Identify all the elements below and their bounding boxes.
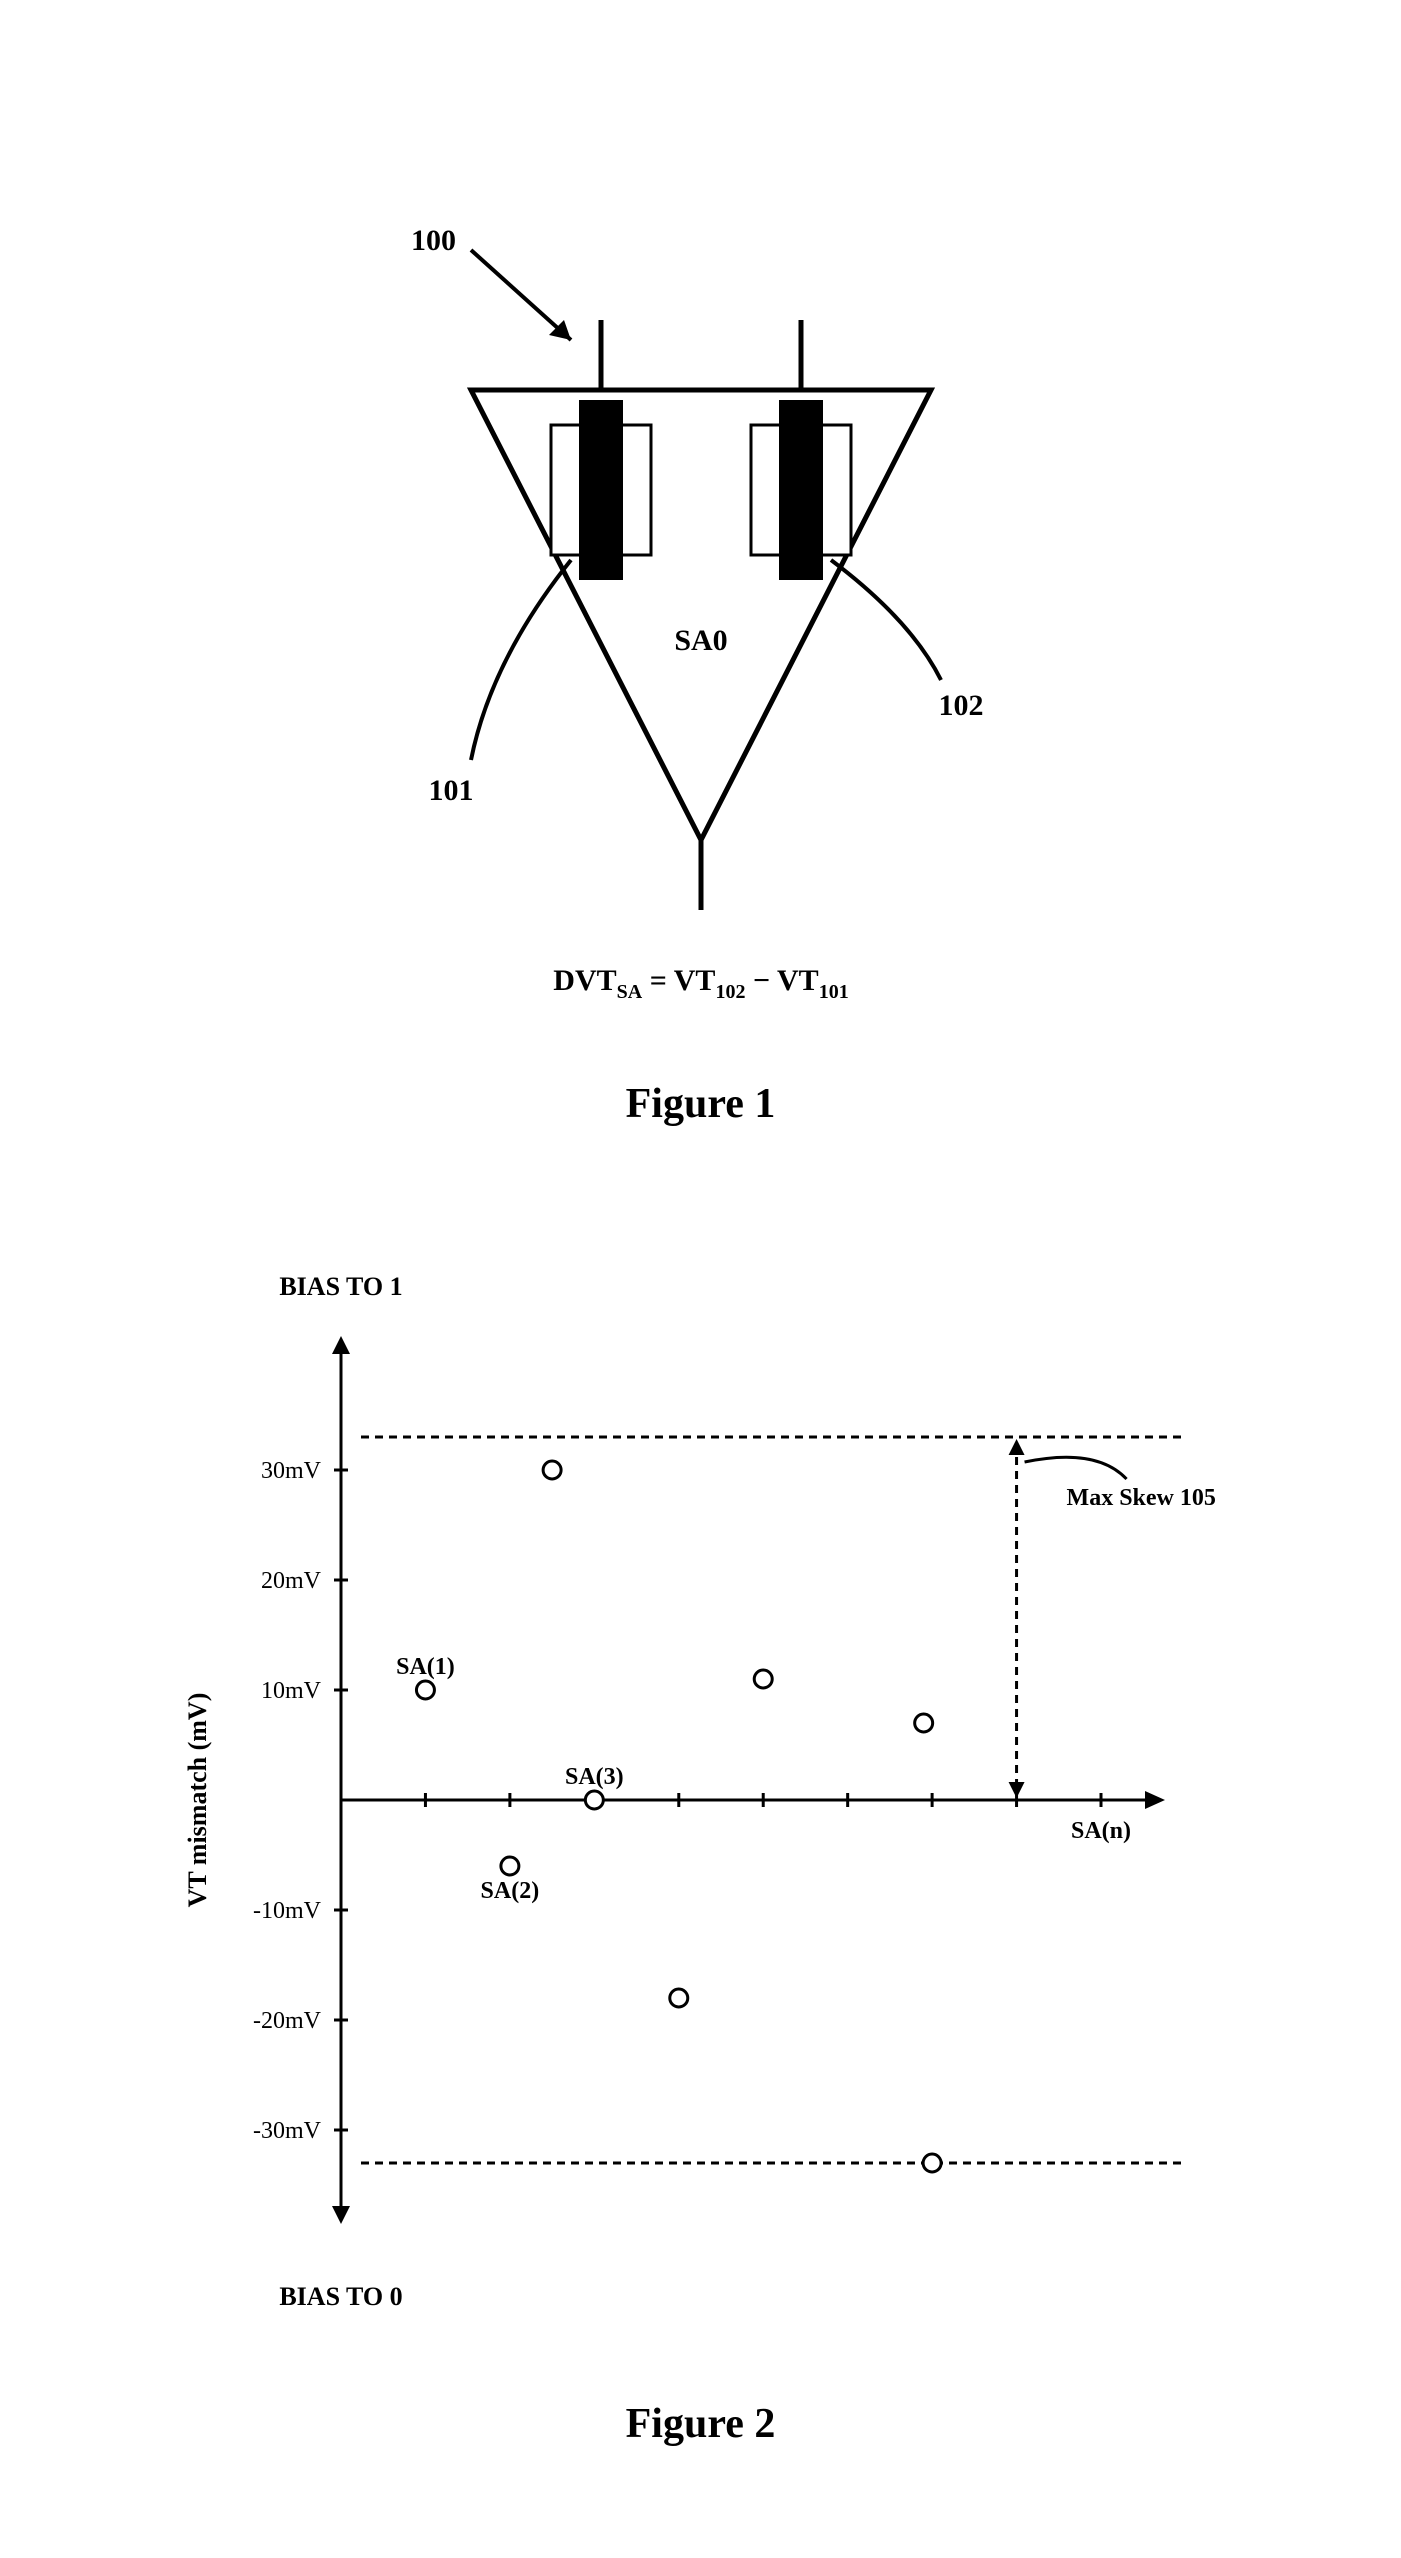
data-point: [754, 1670, 772, 1688]
y-tick-label: -20mV: [253, 2008, 322, 2034]
figure-2-caption: Figure 2: [626, 2400, 776, 2448]
max-skew-arrow-up: [1008, 1439, 1024, 1455]
y-tick-label: 20mV: [261, 1568, 322, 1594]
y-axis-label: VT mismatch (mV): [183, 1693, 212, 1908]
data-point: [923, 2154, 941, 2172]
data-point-label: SA(1): [396, 1654, 455, 1680]
leader-102: 102: [831, 560, 984, 722]
x-tick-label-sa-n: SA(n): [1070, 1818, 1130, 1844]
figure-1-caption: Figure 1: [626, 1080, 776, 1128]
y-tick-label: 30mV: [261, 1458, 322, 1484]
data-point: [416, 1681, 434, 1699]
data-point: [914, 1714, 932, 1732]
max-skew-leader: [1024, 1457, 1126, 1479]
transistor-101: [551, 400, 651, 580]
ref-label-101: 101: [428, 774, 473, 807]
figure-1: 100 SA0 101: [251, 140, 1151, 1040]
figure-2-chart: BIAS TO 1 BIAS TO 0 30mV 20mV 10mV -10mV -20mV…: [161, 1240, 1241, 2360]
max-skew-arrow-down: [1008, 1782, 1024, 1798]
data-point: [669, 1989, 687, 2007]
data-point-label: SA(3): [564, 1764, 623, 1790]
transistor-102: [751, 400, 851, 580]
data-point-label: SA(2): [480, 1878, 539, 1904]
plot-group: BIAS TO 1 BIAS TO 0 30mV 20mV 10mV -10mV -20mV…: [183, 1272, 1216, 2311]
sa-label: SA0: [674, 624, 727, 657]
data-point: [500, 1857, 518, 1875]
y-tick-label: 10mV: [261, 1678, 322, 1704]
y-tick-label: -10mV: [253, 1898, 322, 1924]
y-tick-label: -30mV: [253, 2118, 322, 2144]
ref-arrow-100: 100: [411, 224, 571, 340]
y-axis-arrow-up: [332, 1336, 350, 1354]
data-point: [585, 1791, 603, 1809]
sense-amp-symbol: SA0: [471, 320, 931, 910]
ref-label-102: 102: [938, 689, 983, 722]
page: 100 SA0 101: [0, 0, 1401, 2558]
y-axis-arrow-down: [332, 2206, 350, 2224]
x-axis-arrow: [1145, 1791, 1165, 1809]
ref-label-100: 100: [411, 224, 456, 257]
dvt-equation: DVTSA = VT102 − VT101: [553, 964, 848, 1003]
data-point: [543, 1461, 561, 1479]
max-skew-label: Max Skew 105: [1066, 1485, 1215, 1511]
leader-101: 101: [428, 560, 571, 807]
bias-to-0-label: BIAS TO 0: [279, 2282, 402, 2311]
bias-to-1-label: BIAS TO 1: [279, 1272, 402, 1301]
